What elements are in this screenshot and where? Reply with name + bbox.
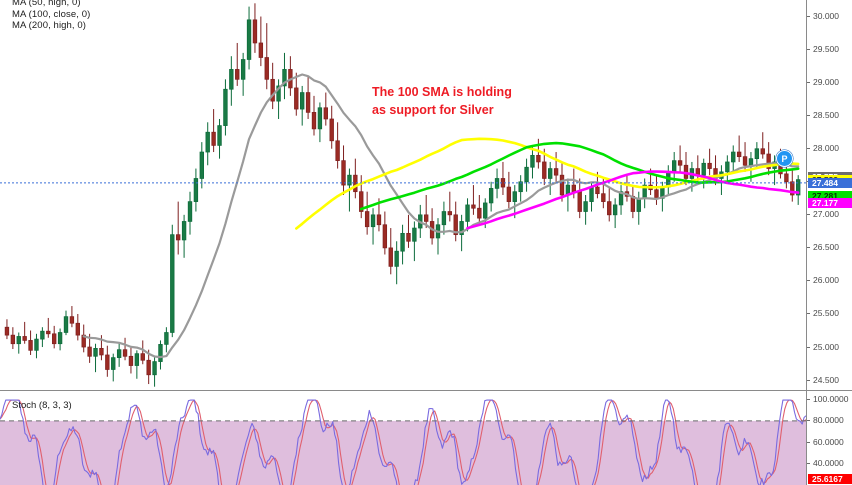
ma100-price-tag[interactable]: 27.177: [808, 198, 852, 209]
stochastic-current-value-tag[interactable]: 25.6167: [808, 474, 852, 484]
stochastic-svg: [0, 399, 806, 485]
price-axis[interactable]: 30.00029.50029.00028.50028.00027.50027.0…: [806, 0, 852, 390]
pane-divider: [0, 390, 852, 391]
price-chart-svg: [0, 3, 806, 387]
price-chart-pane[interactable]: MA (50, high, 0) MA (100, close, 0) MA (…: [0, 0, 806, 390]
stochastic-axis-tick: 60.0000: [807, 437, 852, 448]
chart-annotation: The 100 SMA is holding as support for Si…: [372, 83, 512, 119]
price-axis-tick: 29.000: [807, 77, 852, 88]
ma200-price-tag[interactable]: 27.281: [808, 191, 852, 202]
position-marker-label: P: [781, 153, 788, 164]
price-axis-tick: 28.000: [807, 143, 852, 154]
stochastic-axis[interactable]: 100.0000 80.0000 60.0000 40.0000 25.6167: [806, 391, 852, 485]
price-axis-tick: 24.500: [807, 375, 852, 386]
ma-legend-item-2: MA (200, high, 0): [12, 20, 87, 31]
ma-legend-item-1: MA (100, close, 0): [12, 8, 91, 20]
price-axis-tick: 26.000: [807, 275, 852, 286]
annotation-line-2: as support for Silver: [372, 103, 494, 117]
stochastic-axis-tick: 40.0000: [807, 458, 852, 469]
price-axis-tick: 30.000: [807, 11, 852, 22]
price-axis-tick: 26.500: [807, 242, 852, 253]
price-axis-tick: 27.000: [807, 209, 852, 220]
ma-legend-item-0: MA (50, high, 0): [12, 0, 81, 8]
price-axis-tick: 25.000: [807, 342, 852, 353]
moving-average-legend: MA (50, high, 0) MA (100, close, 0) MA (…: [12, 0, 90, 32]
stochastic-axis-tick: 100.0000: [807, 394, 852, 405]
bid-price-tag[interactable]: 27.484: [808, 177, 852, 188]
stochastic-axis-tick: 80.0000: [807, 415, 852, 426]
price-axis-tick: 28.500: [807, 110, 852, 121]
position-marker-icon[interactable]: P: [776, 150, 793, 167]
stochastic-pane[interactable]: Stoch (8, 3, 3): [0, 391, 806, 485]
annotation-line-1: The 100 SMA is holding: [372, 85, 512, 99]
price-axis-tick: 25.500: [807, 308, 852, 319]
price-axis-tick: 29.500: [807, 44, 852, 55]
stochastic-legend: Stoch (8, 3, 3): [12, 400, 72, 411]
